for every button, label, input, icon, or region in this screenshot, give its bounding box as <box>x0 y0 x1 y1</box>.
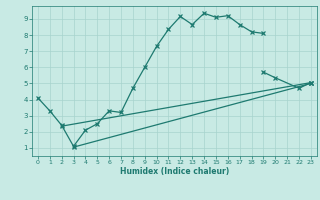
X-axis label: Humidex (Indice chaleur): Humidex (Indice chaleur) <box>120 167 229 176</box>
